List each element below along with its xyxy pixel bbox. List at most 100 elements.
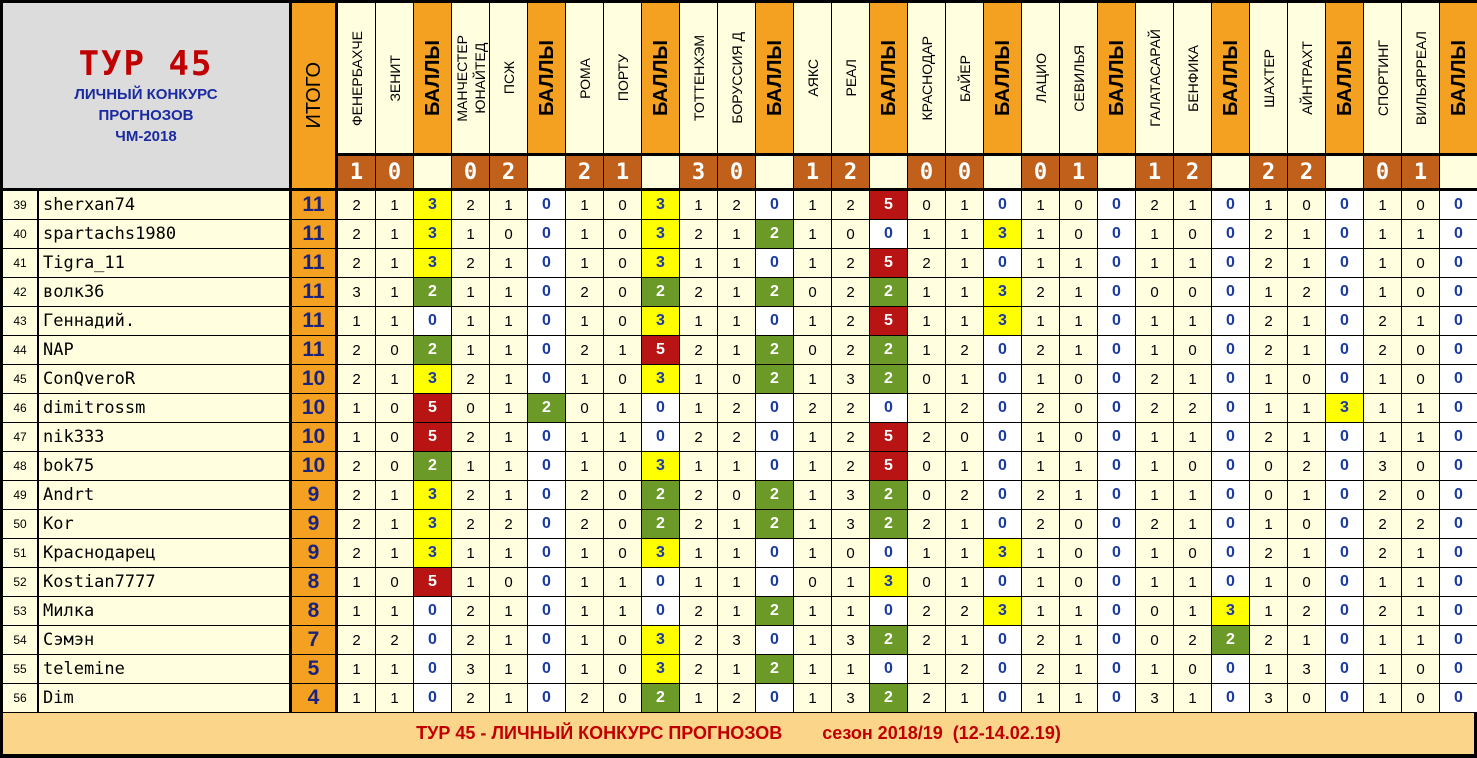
team-name: АЯКС [804,59,821,97]
prediction-home: 2 [1022,510,1059,538]
points-badge: 0 [1212,684,1249,712]
row-rank: 41 [3,249,37,277]
team-away-header: ЗЕНИТ [376,3,413,153]
points-badge: 2 [642,481,679,509]
prediction-home: 1 [452,278,489,306]
prediction-home: 1 [680,191,717,219]
prediction-home: 1 [566,597,603,625]
prediction-away: 1 [490,684,527,712]
prediction-home: 1 [1022,597,1059,625]
prediction-home: 3 [338,278,375,306]
team-home-header: КРАСНОДАР [908,3,945,153]
points-badge: 0 [984,481,1021,509]
points-badge: 0 [870,597,907,625]
prediction-home: 0 [908,365,945,393]
points-badge: 2 [870,336,907,364]
points-badge: 2 [414,452,451,480]
prediction-home: 1 [1364,191,1401,219]
subtitle-line: ЛИЧНЫЙ КОНКУРС [74,86,218,103]
footer-gap [782,723,822,744]
prediction-home: 1 [1136,423,1173,451]
points-badge: 2 [870,278,907,306]
prediction-home: 1 [1136,539,1173,567]
points-badge: 0 [1440,626,1477,654]
prediction-home: 2 [1364,481,1401,509]
prediction-away: 1 [946,626,983,654]
prediction-home: 3 [1364,452,1401,480]
row-total: 9 [292,481,335,509]
team-name: РЕАЛ [842,59,859,97]
participant-name: sherxan74 [39,191,289,219]
points-badge: 3 [642,626,679,654]
points-badge: 0 [984,655,1021,683]
points-badge: 0 [1326,452,1363,480]
prediction-home: 2 [1136,191,1173,219]
prediction-home: 0 [1250,481,1287,509]
points-badge: 0 [1326,249,1363,277]
participant-name: Tigra_11 [39,249,289,277]
points-badge: 2 [756,278,793,306]
prediction-away: 2 [832,452,869,480]
prediction-away: 1 [604,423,641,451]
prediction-away: 1 [490,597,527,625]
prediction-away: 0 [1288,510,1325,538]
prediction-home: 2 [338,336,375,364]
points-badge: 0 [1326,278,1363,306]
points-badge: 0 [1212,191,1249,219]
points-header-blank [642,156,679,188]
participant-name: Милка [39,597,289,625]
prediction-away: 2 [1174,394,1211,422]
points-badge: 0 [1326,220,1363,248]
prediction-away: 3 [832,626,869,654]
row-total: 8 [292,568,335,596]
prediction-home: 1 [1364,365,1401,393]
points-badge: 0 [1440,684,1477,712]
team-home-header: ГАЛАТАСАРАЙ [1136,3,1173,153]
points-header: БАЛЛЫ [1098,3,1135,153]
prediction-away: 0 [946,423,983,451]
prediction-away: 1 [1402,220,1439,248]
prediction-away: 2 [832,423,869,451]
team-home-header: АЯКС [794,3,831,153]
points-badge: 0 [1326,307,1363,335]
result-score: 2 [490,156,527,188]
prediction-home: 1 [680,365,717,393]
prediction-away: 0 [376,394,413,422]
points-badge: 0 [1098,626,1135,654]
row-total: 7 [292,626,335,654]
points-badge: 0 [984,568,1021,596]
prediction-home: 1 [1364,568,1401,596]
points-badge: 0 [528,481,565,509]
points-badge: 3 [414,510,451,538]
points-badge: 0 [756,684,793,712]
points-badge: 0 [1098,684,1135,712]
points-header-blank [1098,156,1135,188]
prediction-home: 1 [680,394,717,422]
team-away-header: РЕАЛ [832,3,869,153]
prediction-away: 1 [718,510,755,538]
page-title: ТУР 45 [78,44,214,84]
prediction-home: 1 [1136,307,1173,335]
prediction-home: 2 [908,597,945,625]
prediction-home: 2 [566,684,603,712]
points-badge: 0 [642,568,679,596]
points-header-blank [1212,156,1249,188]
prediction-home: 1 [338,655,375,683]
prediction-away: 0 [604,684,641,712]
points-label: БАЛЛЫ [1105,40,1128,116]
prediction-away: 1 [718,568,755,596]
prediction-home: 1 [452,568,489,596]
team-away-header: БАЙЕР [946,3,983,153]
prediction-away: 0 [1060,539,1097,567]
prediction-home: 1 [566,539,603,567]
points-badge: 2 [870,626,907,654]
prediction-home: 2 [680,597,717,625]
points-badge: 0 [528,684,565,712]
prediction-home: 0 [1136,597,1173,625]
prediction-away: 1 [1060,336,1097,364]
result-score: 0 [908,156,945,188]
prediction-away: 0 [1060,510,1097,538]
prediction-home: 2 [452,249,489,277]
prediction-away: 1 [376,220,413,248]
prediction-home: 2 [908,249,945,277]
